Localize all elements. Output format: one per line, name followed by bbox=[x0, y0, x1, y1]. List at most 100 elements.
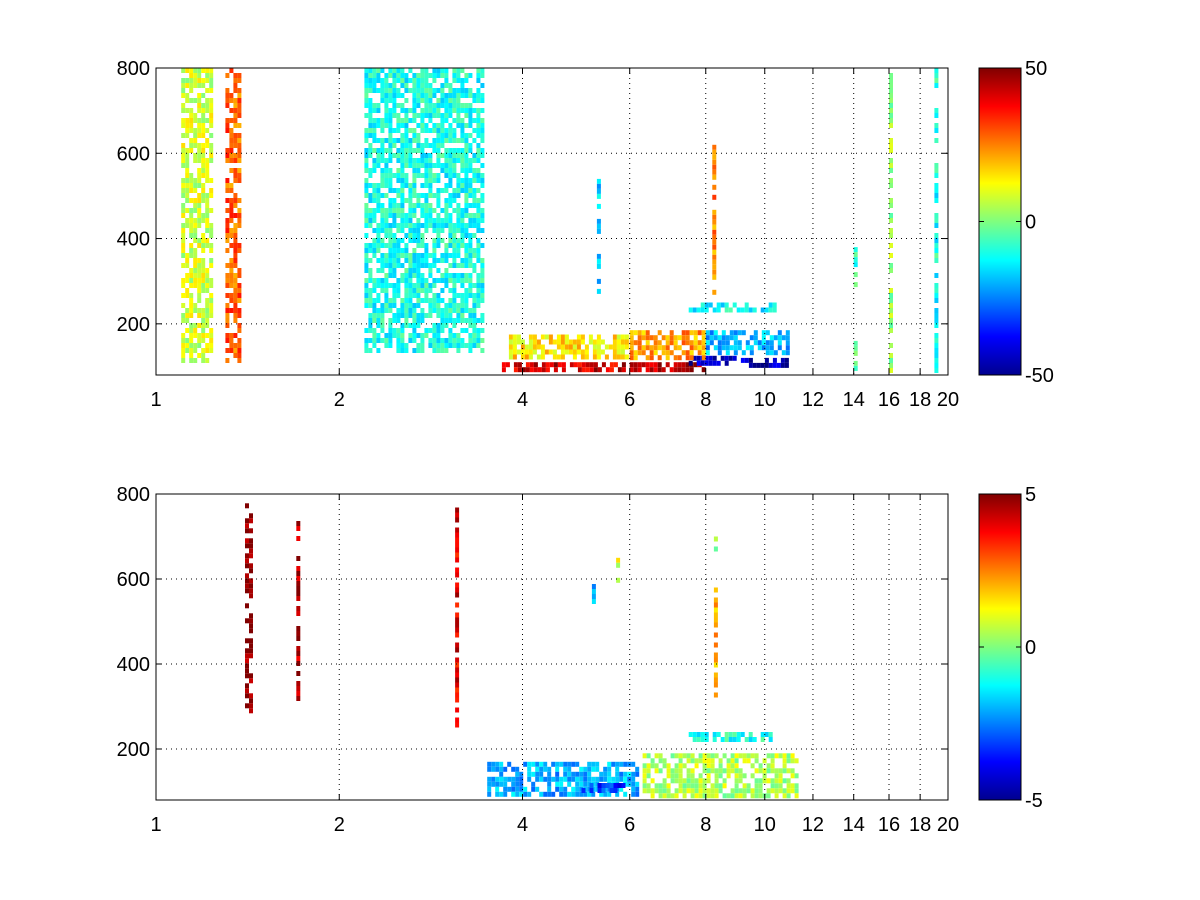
top-heatmap-cell bbox=[444, 93, 449, 98]
top-heatmap-cell bbox=[233, 243, 238, 248]
top-heatmap-cell bbox=[380, 283, 385, 288]
top-heatmap-cell bbox=[452, 133, 457, 138]
top-heatmap-cell bbox=[229, 233, 234, 238]
bottom-heatmap-cell bbox=[702, 783, 707, 789]
bottom-heatmap-cell bbox=[563, 776, 568, 782]
top-heatmap-cell bbox=[193, 278, 198, 283]
bottom-heatmap-cell bbox=[455, 572, 460, 578]
top-heatmap-cell bbox=[368, 273, 373, 278]
top-heatmap-cell bbox=[452, 188, 457, 193]
bottom-heatmap-cell bbox=[296, 591, 301, 596]
top-heatmap-cell bbox=[380, 223, 385, 228]
top-heatmap-cell bbox=[476, 78, 481, 83]
top-heatmap-cell bbox=[889, 163, 893, 168]
top-heatmap-cell bbox=[681, 335, 686, 341]
top-heatmap-cell bbox=[396, 68, 401, 73]
top-heatmap-cell bbox=[460, 163, 465, 168]
top-heatmap-cell bbox=[205, 343, 210, 348]
top-heatmap-cell bbox=[460, 138, 465, 143]
top-heatmap-cell bbox=[209, 348, 214, 353]
top-heatmap-cell bbox=[205, 73, 210, 78]
top-heatmap-cell bbox=[448, 278, 453, 283]
top-heatmap-cell bbox=[372, 288, 377, 293]
top-heatmap-cell bbox=[400, 83, 405, 88]
top-heatmap-cell bbox=[428, 208, 433, 213]
top-heatmap-cell bbox=[412, 203, 417, 208]
top-heatmap-cell bbox=[372, 238, 377, 243]
top-heatmap-cell bbox=[380, 83, 385, 88]
top-heatmap-cell bbox=[472, 158, 477, 163]
top-heatmap-cell bbox=[560, 354, 565, 360]
top-heatmap-cell bbox=[740, 357, 745, 363]
top-heatmap-cell bbox=[424, 108, 429, 113]
top-heatmap-cell bbox=[364, 193, 369, 198]
top-heatmap-cell bbox=[209, 223, 214, 228]
bottom-heatmap-cell bbox=[245, 648, 249, 654]
top-heatmap-cell bbox=[653, 362, 658, 368]
top-heatmap-cell bbox=[520, 339, 525, 345]
top-heatmap-cell bbox=[737, 345, 742, 351]
top-heatmap-cell bbox=[181, 318, 186, 323]
bottom-heatmap-cell bbox=[623, 776, 628, 782]
top-heatmap-cell bbox=[464, 133, 469, 138]
bottom-heatmap-cell bbox=[563, 761, 568, 767]
top-heatmap-cell bbox=[388, 138, 393, 143]
top-heatmap-cell bbox=[380, 218, 385, 223]
top-heatmap-cell bbox=[480, 268, 485, 273]
top-x-tick-label: 8 bbox=[700, 389, 711, 411]
top-heatmap-cell bbox=[564, 344, 569, 350]
bottom-heatmap-cell bbox=[511, 776, 516, 782]
top-heatmap-cell bbox=[372, 128, 377, 133]
top-heatmap-cell bbox=[452, 303, 457, 308]
top-heatmap-cell bbox=[201, 153, 206, 158]
bottom-heatmap-cell bbox=[666, 783, 671, 789]
top-heatmap-cell bbox=[185, 108, 190, 113]
top-heatmap-cell bbox=[185, 343, 190, 348]
top-heatmap-cell bbox=[853, 272, 858, 278]
top-heatmap-cell bbox=[712, 355, 717, 361]
top-heatmap-cell bbox=[934, 188, 939, 193]
top-heatmap-cell bbox=[380, 308, 385, 313]
top-heatmap-cell bbox=[388, 208, 393, 213]
top-heatmap-cell bbox=[380, 228, 385, 233]
top-heatmap-cell bbox=[225, 338, 230, 343]
top-heatmap-cell bbox=[889, 233, 893, 238]
top-heatmap-cell bbox=[480, 118, 485, 123]
bottom-heatmap-cell bbox=[551, 791, 556, 797]
top-heatmap-cell bbox=[396, 178, 401, 183]
top-heatmap-cell bbox=[629, 367, 634, 373]
top-heatmap-cell bbox=[737, 330, 742, 336]
top-heatmap-cell bbox=[209, 133, 214, 138]
bottom-heatmap-cell bbox=[607, 761, 612, 767]
bottom-heatmap-cell bbox=[296, 611, 301, 616]
top-heatmap-cell bbox=[201, 68, 206, 73]
bottom-heatmap-cell bbox=[686, 758, 691, 764]
top-heatmap-cell bbox=[661, 335, 666, 341]
top-heatmap-cell bbox=[480, 218, 485, 223]
top-heatmap-cell bbox=[372, 318, 377, 323]
top-heatmap-cell bbox=[452, 88, 457, 93]
top-heatmap-cell bbox=[436, 173, 441, 178]
top-heatmap-cell bbox=[460, 223, 465, 228]
top-heatmap-cell bbox=[528, 334, 533, 340]
top-heatmap-cell bbox=[436, 123, 441, 128]
top-heatmap-cell bbox=[456, 178, 461, 183]
top-heatmap-cell bbox=[376, 198, 381, 203]
bottom-heatmap-cell bbox=[499, 791, 504, 797]
top-heatmap-cell bbox=[452, 198, 457, 203]
top-heatmap-cell bbox=[412, 288, 417, 293]
top-heatmap-cell bbox=[396, 293, 401, 298]
top-heatmap-cell bbox=[193, 78, 198, 83]
top-heatmap-cell bbox=[225, 318, 230, 323]
top-heatmap-cell bbox=[392, 113, 397, 118]
top-heatmap-cell bbox=[934, 238, 939, 243]
top-heatmap-cell bbox=[432, 293, 437, 298]
bottom-heatmap-cell bbox=[563, 771, 568, 777]
top-heatmap-cell bbox=[440, 123, 445, 128]
top-heatmap-cell bbox=[233, 213, 238, 218]
top-heatmap-cell bbox=[376, 313, 381, 318]
top-heatmap-cell bbox=[432, 243, 437, 248]
bottom-heatmap-cell bbox=[670, 778, 675, 784]
top-heatmap-cell bbox=[197, 158, 202, 163]
top-heatmap-cell bbox=[725, 345, 730, 351]
